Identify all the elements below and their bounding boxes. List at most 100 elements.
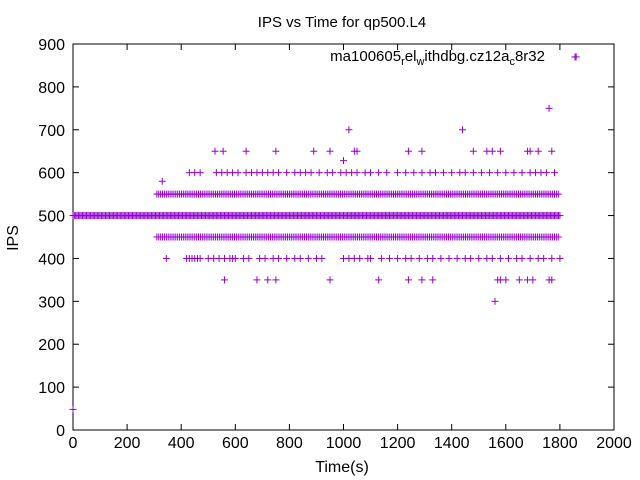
x-axis-label: Time(s) xyxy=(315,459,369,476)
data-point xyxy=(429,254,437,262)
data-point xyxy=(283,254,291,262)
data-point xyxy=(496,254,504,262)
data-point xyxy=(162,254,170,262)
y-tick-label: 100 xyxy=(38,380,65,397)
data-point xyxy=(502,276,510,284)
data-point xyxy=(394,169,402,177)
data-point xyxy=(545,104,553,112)
data-point xyxy=(283,169,291,177)
data-point xyxy=(219,147,227,155)
data-point xyxy=(496,147,504,155)
data-point xyxy=(556,254,564,262)
x-tick-label: 600 xyxy=(222,435,249,452)
x-tick-label: 400 xyxy=(168,435,195,452)
data-point xyxy=(418,276,426,284)
legend-text-part: el xyxy=(405,48,417,65)
x-tick-label: 1400 xyxy=(434,435,470,452)
data-point xyxy=(196,254,204,262)
data-point xyxy=(272,276,280,284)
data-point xyxy=(469,147,477,155)
y-tick-label: 800 xyxy=(38,80,65,97)
x-axis-ticks: 0 200 400 600 800 1000 1200 1400 1600 1800 2000 xyxy=(69,44,632,452)
data-point xyxy=(326,276,334,284)
y-tick-label: 300 xyxy=(38,294,65,311)
data-point xyxy=(529,276,537,284)
y-tick-label: 700 xyxy=(38,123,65,140)
data-point xyxy=(315,169,323,177)
data-point xyxy=(534,147,542,155)
data-point xyxy=(461,169,469,177)
data-point xyxy=(253,276,261,284)
data-point xyxy=(69,405,77,413)
data-point xyxy=(402,169,410,177)
data-point xyxy=(453,254,461,262)
data-point xyxy=(548,276,556,284)
y-tick-label: 200 xyxy=(38,337,65,354)
data-point xyxy=(518,254,526,262)
data-point xyxy=(486,169,494,177)
x-tick-label: 1000 xyxy=(326,435,362,452)
data-point xyxy=(554,233,562,241)
data-points xyxy=(69,53,580,413)
data-point xyxy=(367,169,375,177)
data-point xyxy=(548,147,556,155)
data-point xyxy=(491,297,499,305)
data-point xyxy=(494,169,502,177)
data-point xyxy=(275,254,283,262)
legend-text-part: ithdbg.cz12a xyxy=(424,48,510,65)
legend-subscript: r xyxy=(401,56,405,68)
data-point xyxy=(158,177,166,185)
data-point xyxy=(502,169,510,177)
legend-marker xyxy=(571,53,579,61)
y-tick-label: 600 xyxy=(38,166,65,183)
data-point xyxy=(231,254,239,262)
data-point xyxy=(310,147,318,155)
data-point xyxy=(326,147,334,155)
y-tick-label: 400 xyxy=(38,251,65,268)
data-point xyxy=(375,276,383,284)
data-point xyxy=(272,147,280,155)
data-point xyxy=(488,147,496,155)
data-point xyxy=(518,169,526,177)
y-tick-label: 500 xyxy=(38,209,65,226)
data-point xyxy=(469,169,477,177)
data-point xyxy=(556,212,564,220)
x-tick-label: 200 xyxy=(114,435,141,452)
legend: ma100605relwithdbg.cz12ac8r32 xyxy=(330,48,579,68)
data-point xyxy=(383,169,391,177)
data-point xyxy=(307,169,315,177)
data-point xyxy=(475,254,483,262)
data-point xyxy=(526,147,534,155)
data-point xyxy=(445,254,453,262)
data-point xyxy=(407,254,415,262)
data-point xyxy=(353,169,361,177)
data-point xyxy=(418,169,426,177)
data-point xyxy=(329,169,337,177)
data-point xyxy=(375,169,383,177)
data-point xyxy=(367,254,375,262)
data-point xyxy=(245,254,253,262)
data-point xyxy=(467,254,475,262)
chart-title: IPS vs Time for qp500.L4 xyxy=(258,14,426,31)
legend-marker-symbol xyxy=(571,53,579,61)
data-point xyxy=(505,254,513,262)
y-axis-label: IPS xyxy=(5,225,22,251)
x-tick-label: 1800 xyxy=(542,435,578,452)
legend-subscript: w xyxy=(415,56,424,68)
data-point xyxy=(515,276,523,284)
y-axis-ticks: 0 100 200 300 400 500 600 700 800 900 xyxy=(38,37,614,440)
data-point xyxy=(415,254,423,262)
data-point xyxy=(340,157,347,165)
y-tick-label: 0 xyxy=(56,423,65,440)
data-point xyxy=(437,254,445,262)
data-point xyxy=(431,169,439,177)
data-point xyxy=(488,254,496,262)
legend-text-part: ma100605 xyxy=(330,48,401,65)
legend-series-label: ma100605relwithdbg.cz12ac8r32 xyxy=(330,48,545,68)
data-point xyxy=(211,147,219,155)
legend-subscript: c xyxy=(509,56,515,68)
x-tick-label: 2000 xyxy=(596,435,632,452)
data-point xyxy=(510,169,518,177)
data-point xyxy=(404,147,412,155)
